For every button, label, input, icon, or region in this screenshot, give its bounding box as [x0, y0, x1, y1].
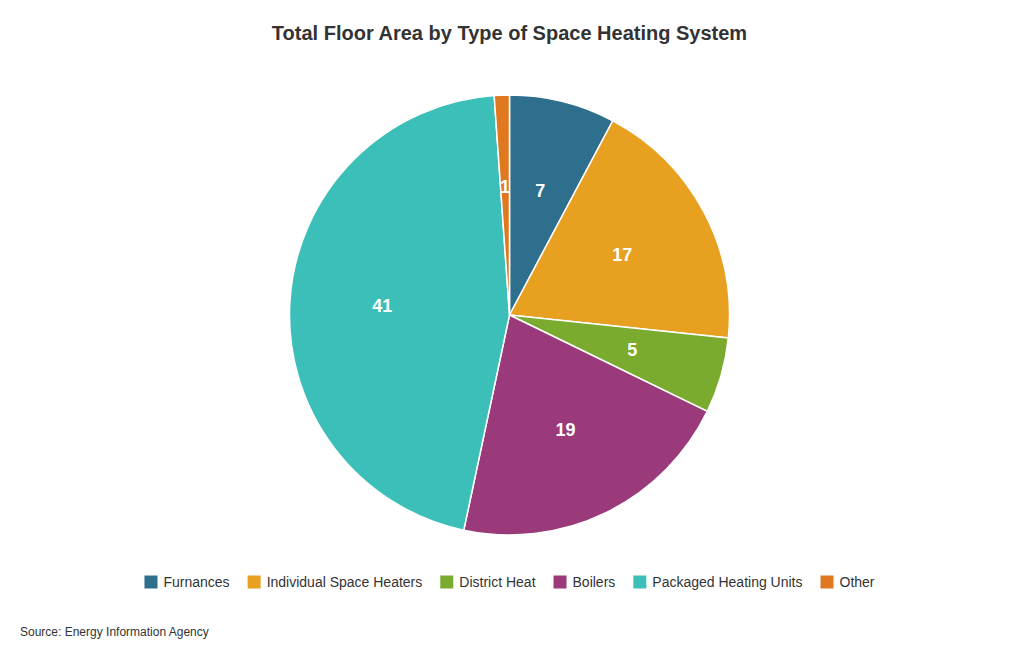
- chart: Total Floor Area by Type of Space Heatin…: [0, 0, 1019, 650]
- data-label: 19: [555, 420, 575, 440]
- legend-label: Packaged Heating Units: [652, 574, 802, 590]
- chart-container: Total Floor Area by Type of Space Heatin…: [0, 0, 1019, 650]
- legend-swatch: [821, 576, 834, 589]
- data-labels: 7 17 5 19 41 1: [372, 177, 637, 439]
- legend-label: Other: [840, 574, 875, 590]
- wedge: [510, 121, 730, 338]
- data-label: 1: [500, 177, 510, 197]
- data-label: 17: [612, 245, 632, 265]
- legend-item: Packaged Heating Units: [633, 574, 802, 590]
- legend-item: Boilers: [554, 574, 616, 590]
- legend-swatch: [144, 576, 157, 589]
- legend-label: Individual Space Heaters: [267, 574, 423, 590]
- data-label: 7: [535, 181, 545, 201]
- legend-label: District Heat: [459, 574, 535, 590]
- legend-swatch: [248, 576, 261, 589]
- legend-swatch: [633, 576, 646, 589]
- legend-label: Boilers: [573, 574, 616, 590]
- source-note: Source: Energy Information Agency: [20, 625, 209, 639]
- data-label: 5: [627, 340, 637, 360]
- data-label: 41: [372, 296, 392, 316]
- legend-label: Furnances: [163, 574, 229, 590]
- wedge: [494, 95, 509, 315]
- legend-item: Individual Space Heaters: [248, 574, 423, 590]
- title: Total Floor Area by Type of Space Heatin…: [272, 22, 747, 44]
- legend-item: Other: [821, 574, 875, 590]
- wedge: [290, 96, 510, 531]
- legend-swatch: [440, 576, 453, 589]
- legend-swatch: [554, 576, 567, 589]
- background: [0, 0, 1019, 650]
- wedges: [290, 95, 730, 535]
- legend-item: Furnances: [144, 574, 229, 590]
- legend: Furnances Individual Space Heaters Distric…: [144, 574, 874, 590]
- legend-item: District Heat: [440, 574, 535, 590]
